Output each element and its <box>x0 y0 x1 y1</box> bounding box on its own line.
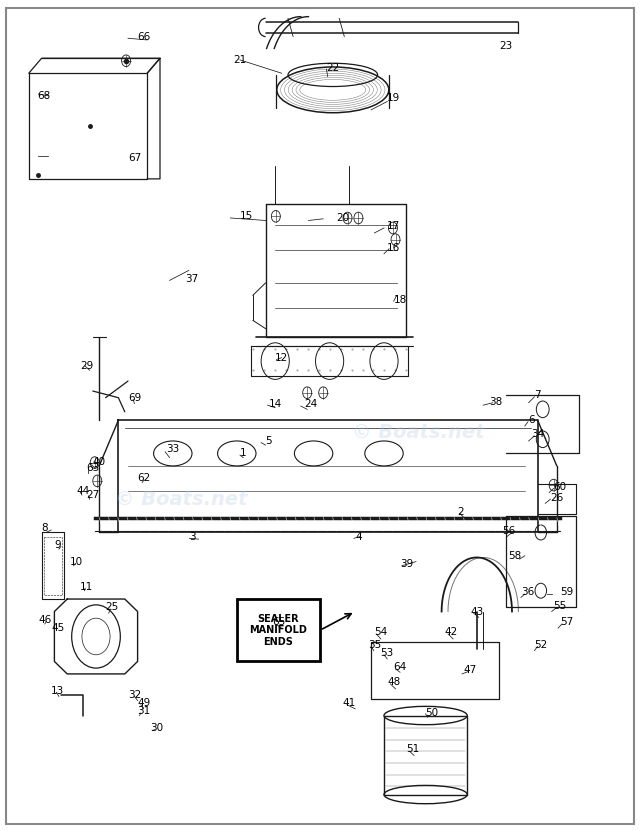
Text: 24: 24 <box>304 399 317 409</box>
Text: 4: 4 <box>355 532 362 542</box>
Text: 6: 6 <box>528 415 534 425</box>
Text: 22: 22 <box>326 63 339 73</box>
Text: 25: 25 <box>106 602 118 612</box>
Text: 50: 50 <box>426 708 438 718</box>
Text: 19: 19 <box>387 93 400 103</box>
Text: 69: 69 <box>128 393 141 403</box>
Bar <box>237 599 320 661</box>
Text: 40: 40 <box>93 457 106 467</box>
Text: 26: 26 <box>550 493 563 503</box>
Text: 38: 38 <box>490 397 502 407</box>
Text: 47: 47 <box>464 665 477 675</box>
Text: 9: 9 <box>54 540 61 550</box>
Text: 11: 11 <box>80 582 93 592</box>
Text: 63: 63 <box>86 463 99 473</box>
Text: 33: 33 <box>166 444 179 454</box>
Circle shape <box>319 387 328 399</box>
Text: 58: 58 <box>509 551 522 561</box>
Text: 54: 54 <box>374 627 387 637</box>
Circle shape <box>391 234 400 245</box>
Text: 16: 16 <box>387 243 400 253</box>
Text: 13: 13 <box>51 686 64 696</box>
Text: 44: 44 <box>77 486 90 496</box>
Text: 32: 32 <box>128 690 141 700</box>
Text: 57: 57 <box>560 617 573 627</box>
Text: 42: 42 <box>445 627 458 637</box>
Text: 23: 23 <box>499 41 512 51</box>
Text: 66: 66 <box>138 32 150 42</box>
Text: 56: 56 <box>502 526 515 536</box>
Text: 55: 55 <box>554 601 566 611</box>
Circle shape <box>354 212 363 224</box>
Text: 67: 67 <box>128 153 141 163</box>
Text: 49: 49 <box>138 698 150 708</box>
Text: 30: 30 <box>150 723 163 733</box>
Text: 35: 35 <box>368 640 381 650</box>
Text: 68: 68 <box>37 91 50 101</box>
Text: 27: 27 <box>86 490 99 500</box>
Text: 7: 7 <box>534 390 541 400</box>
Text: 41: 41 <box>342 698 355 708</box>
Text: 59: 59 <box>560 587 573 597</box>
Text: 37: 37 <box>186 274 198 284</box>
Text: 65: 65 <box>272 617 285 627</box>
Text: 10: 10 <box>70 557 83 567</box>
Circle shape <box>122 55 131 67</box>
Text: 5: 5 <box>266 436 272 446</box>
Text: 45: 45 <box>51 623 64 633</box>
Text: 52: 52 <box>534 640 547 650</box>
Text: 29: 29 <box>80 361 93 371</box>
Text: 46: 46 <box>38 615 51 625</box>
Text: © Boats.net: © Boats.net <box>115 490 248 508</box>
Text: 36: 36 <box>522 587 534 597</box>
Text: 14: 14 <box>269 399 282 409</box>
Text: SEALER
MANIFOLD
ENDS: SEALER MANIFOLD ENDS <box>250 614 307 646</box>
Text: 34: 34 <box>531 429 544 439</box>
Circle shape <box>343 212 352 224</box>
Circle shape <box>271 210 280 222</box>
Text: 53: 53 <box>381 648 394 658</box>
Text: 17: 17 <box>387 221 400 231</box>
Text: 12: 12 <box>275 353 288 363</box>
Circle shape <box>303 387 312 399</box>
Text: 18: 18 <box>394 295 406 305</box>
Text: 60: 60 <box>554 482 566 492</box>
Text: 2: 2 <box>458 507 464 517</box>
Text: 48: 48 <box>387 677 400 687</box>
Text: 43: 43 <box>470 607 483 617</box>
Circle shape <box>388 222 397 234</box>
Text: © Boats.net: © Boats.net <box>352 423 484 442</box>
Text: 15: 15 <box>240 211 253 221</box>
Circle shape <box>549 479 558 491</box>
Text: 3: 3 <box>189 532 195 542</box>
Text: 62: 62 <box>138 473 150 483</box>
Text: 51: 51 <box>406 744 419 754</box>
Text: 20: 20 <box>336 213 349 223</box>
Circle shape <box>90 457 99 468</box>
Text: 64: 64 <box>394 662 406 672</box>
Circle shape <box>93 475 102 487</box>
Text: 39: 39 <box>400 559 413 569</box>
Text: 1: 1 <box>240 448 246 458</box>
Text: 21: 21 <box>234 55 246 65</box>
Text: 8: 8 <box>42 523 48 533</box>
Text: 31: 31 <box>138 706 150 716</box>
